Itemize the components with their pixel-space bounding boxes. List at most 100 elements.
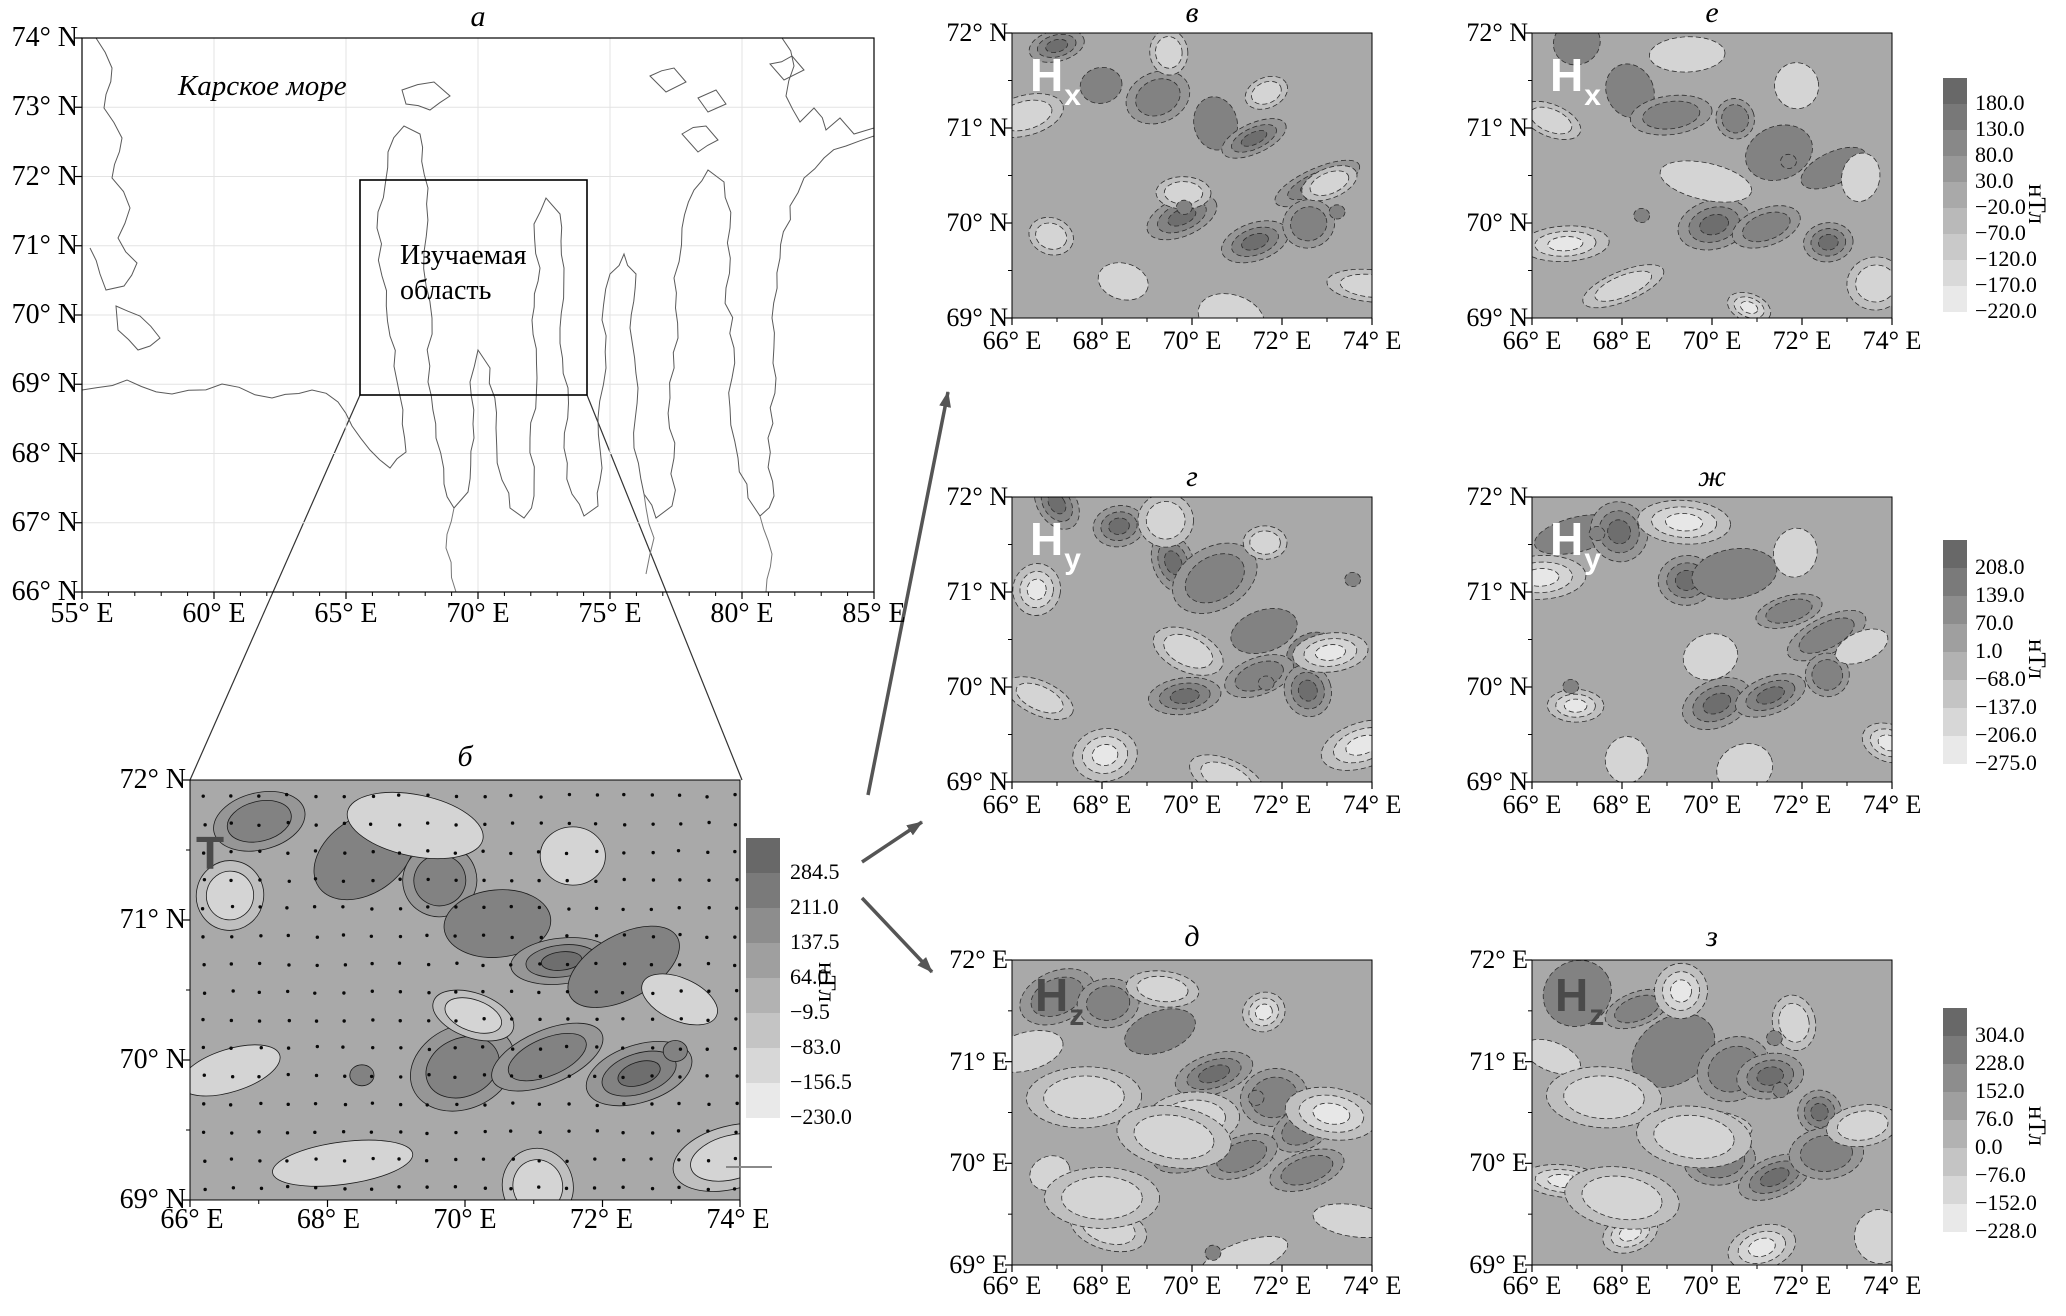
field-label-sub: x (1584, 79, 1602, 112)
x-tick-label: 68° E (1072, 790, 1132, 819)
x-tick-label: 68° E (1592, 326, 1652, 355)
colorbar-tick-label: −206.0 (1975, 722, 2037, 747)
panel-z-x-axis-labels: 66° E 68° E 70° E 72° E 74° E (1497, 1271, 1927, 1301)
colorbar-swatch (1943, 736, 1967, 764)
y-tick-label: 72° N (119, 764, 186, 795)
y-tick-label: 74° N (11, 22, 78, 53)
colorbar-tick-label: −76.0 (1975, 1162, 2026, 1187)
overview-map-canvas (75, 37, 875, 599)
panel-b-title: б (457, 740, 473, 773)
y-tick-label: 70° N (1466, 672, 1528, 701)
panel-z-title: з (1706, 920, 1718, 953)
x-tick-label: 85° E (842, 598, 906, 629)
x-tick-label: 72° E (1772, 326, 1832, 355)
y-tick-label: 69° N (1466, 767, 1528, 796)
study-area-label-line1: Изучаемая (400, 240, 527, 271)
y-tick-label: 71° N (1466, 113, 1528, 142)
colorbar-swatch (1943, 568, 1967, 596)
y-tick-label: 68° N (11, 437, 78, 469)
y-tick-label: 72° E (1469, 945, 1528, 974)
panel-a-title: а (470, 0, 486, 33)
x-tick-label: 74° E (1342, 326, 1402, 355)
panel-z-y-axis-labels: 72° E 71° E 70° E 69° E (1454, 947, 1528, 1278)
field-label-main: H (1035, 969, 1070, 1021)
panel-a-x-axis-labels: 55° E 60° E 65° E 70° E 75° E 80° E 85° E (42, 600, 914, 628)
contour-line-legend-sample (726, 1166, 772, 1168)
colorbar-swatch (1943, 234, 1967, 260)
colorbar-tick-label: 284.5 (790, 859, 840, 884)
y-tick-label: 67° N (11, 506, 78, 538)
panel-e-title: е (1705, 0, 1719, 29)
x-tick-label: 80° E (710, 598, 774, 629)
colorbar-swatch (1943, 1092, 1967, 1120)
colorbar-swatch (1943, 652, 1967, 680)
y-tick-label: 71° N (946, 113, 1008, 142)
sea-name-label: Карское море (178, 70, 347, 102)
panel-d-y-axis-labels: 72° E 71° E 70° E 69° E (934, 947, 1008, 1278)
colorbar-Hz: 304.0 228.0 152.0 76.0 0.0 −76.0 −152.0 −228.0 (1943, 1008, 2066, 1243)
colorbar-swatch (1943, 78, 1967, 104)
contour-plot-Hz-upward (1005, 959, 1373, 1272)
field-label-main: H (1030, 49, 1065, 101)
y-tick-label: 69° N (1466, 303, 1528, 332)
colorbar-tick-label: −275.0 (1975, 750, 2037, 775)
colorbar-tick-label: −9.5 (790, 999, 830, 1024)
y-tick-label: 69° N (946, 767, 1008, 796)
colorbar-swatch (1943, 680, 1967, 708)
panel-zh-title: ж (1698, 460, 1726, 493)
study-area-label: Изучаемая область (400, 238, 526, 308)
y-tick-label: 66° N (11, 576, 78, 607)
y-tick-label: 70° N (946, 672, 1008, 701)
x-tick-label: 72° E (1772, 790, 1832, 819)
x-tick-label: 70° E (1682, 790, 1742, 819)
colorbar-swatch (1943, 1148, 1967, 1176)
colorbar-tick-label: 180.0 (1975, 90, 2025, 115)
colorbar-swatch (746, 838, 780, 873)
panel-zh-x-axis-labels: 66° E 68° E 70° E 72° E 74° E (1497, 790, 1927, 820)
panel-v-title: в (1185, 0, 1199, 29)
panel-b-y-axis-labels: 72° N 71° N 70° N 69° N (112, 766, 186, 1214)
colorbar-Hy-unit: нТл (2022, 639, 2050, 679)
x-tick-label: 68° E (1592, 790, 1652, 819)
panel-v-x-axis-labels: 66° E 68° E 70° E 72° E 74° E (977, 326, 1407, 356)
x-tick-label: 75° E (578, 598, 642, 629)
panel-b-x-axis-labels: 66° E 68° E 70° E 72° E 74° E (152, 1206, 778, 1234)
colorbar-swatch (746, 1083, 780, 1118)
colorbar-Hz-unit: нТл (2022, 1106, 2050, 1146)
x-tick-label: 70° E (446, 598, 510, 629)
colorbar-tick-label: 152.0 (1975, 1078, 2025, 1103)
y-tick-label: 71° N (946, 577, 1008, 606)
colorbar-swatch (1943, 540, 1967, 568)
colorbar-tick-label: −68.0 (1975, 666, 2026, 691)
colorbar-T: 284.5 211.0 137.5 64.0 −9.5 −83.0 −156.5 −230.0 (746, 838, 876, 1129)
x-tick-label: 65° E (314, 598, 378, 629)
x-tick-label: 66° E (1502, 790, 1562, 819)
panel-g-x-axis-labels: 66° E 68° E 70° E 72° E 74° E (977, 790, 1407, 820)
colorbar-swatch (1943, 208, 1967, 234)
x-tick-label: 66° E (160, 1204, 224, 1235)
y-tick-label: 69° E (949, 1249, 1008, 1279)
x-tick-label: 70° E (1162, 1271, 1222, 1300)
field-label-Hz: Hz (1035, 972, 1085, 1031)
x-tick-label: 74° E (1342, 1271, 1402, 1300)
colorbar-tick-label: −170.0 (1975, 272, 2037, 297)
x-tick-label: 70° E (1682, 1271, 1742, 1300)
x-tick-label: 70° E (1162, 326, 1222, 355)
x-tick-label: 66° E (1502, 1271, 1562, 1300)
field-label-Hx: Hx (1550, 52, 1602, 111)
field-label-Hz: Hz (1555, 972, 1605, 1031)
x-tick-label: 55° E (50, 598, 114, 629)
y-tick-label: 70° N (946, 208, 1008, 237)
colorbar-Hx-unit: нТл (2022, 184, 2050, 224)
x-tick-label: 74° E (1342, 790, 1402, 819)
x-tick-label: 74° E (1862, 1271, 1922, 1300)
colorbar-swatch (1943, 286, 1967, 312)
contour-plot-Hx-component (1525, 32, 1893, 325)
study-area-label-line2: область (400, 275, 492, 306)
y-tick-label: 69° N (119, 1184, 186, 1215)
y-tick-label: 71° N (11, 229, 78, 261)
field-label-main: H (1555, 969, 1590, 1021)
x-tick-label: 72° E (1252, 790, 1312, 819)
x-tick-label: 70° E (1162, 790, 1222, 819)
field-label-main: H (1550, 49, 1585, 101)
